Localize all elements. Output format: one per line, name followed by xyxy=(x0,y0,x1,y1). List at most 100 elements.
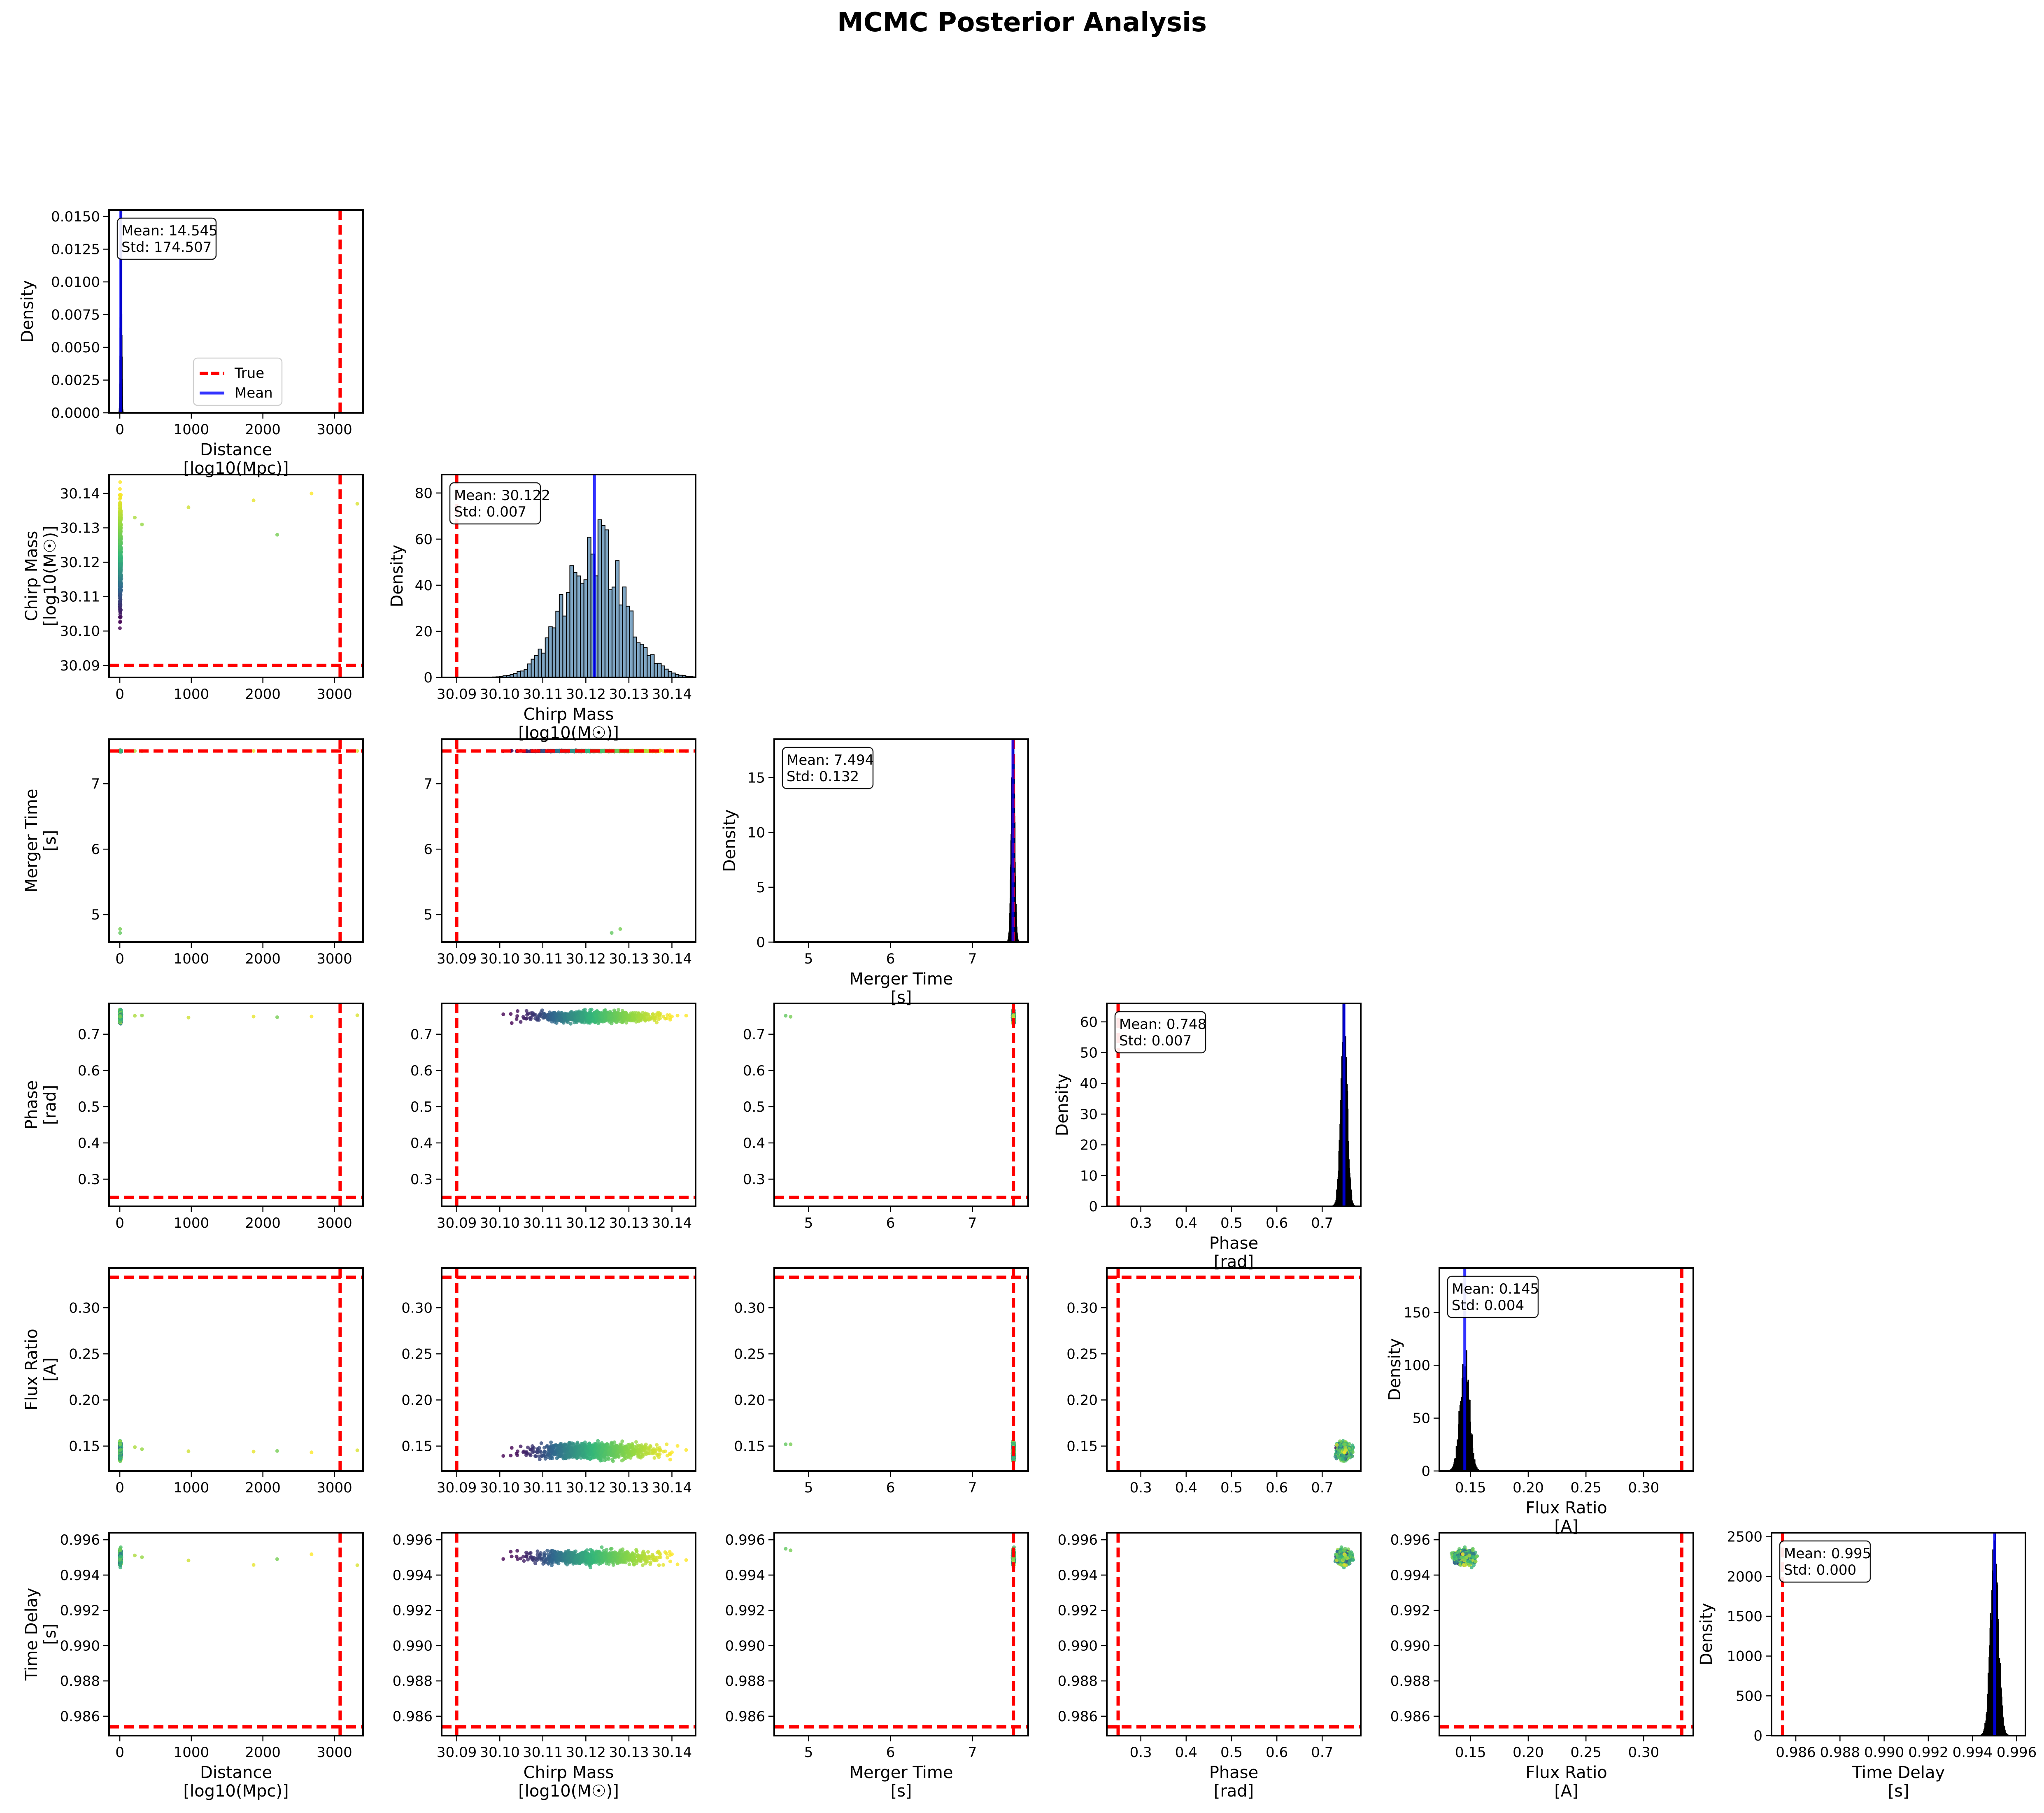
hist-bar xyxy=(636,642,641,677)
scatter-panel-3-2: 0.30.40.50.60.75 6 7 xyxy=(743,1003,1029,1231)
scatter-point xyxy=(675,749,680,753)
scatter-point xyxy=(657,1013,661,1017)
scatter-point xyxy=(610,1014,614,1018)
x-tick-label: 2000 xyxy=(245,1215,281,1231)
scatter-point xyxy=(591,1017,595,1022)
hist-bar xyxy=(640,644,644,677)
scatter-point xyxy=(118,603,122,607)
hist-bar xyxy=(573,572,577,677)
scatter-point xyxy=(580,1011,584,1015)
y-tick-label: 5 xyxy=(424,907,433,923)
panel-body xyxy=(109,475,363,677)
panel-body xyxy=(1007,739,1020,942)
scatter-point xyxy=(118,599,122,603)
scatter-point xyxy=(118,521,122,526)
panel-body xyxy=(442,739,696,942)
x-tick-label: 3000 xyxy=(317,421,352,438)
hist-bar xyxy=(619,604,623,677)
hist-bar xyxy=(566,592,570,677)
panel-body xyxy=(442,1003,696,1206)
hist-bar xyxy=(601,525,605,677)
x-tick-label: 30.09 xyxy=(437,686,477,703)
x-tick-label: 30.11 xyxy=(523,1215,563,1231)
hist-bar xyxy=(664,668,669,677)
y-tick-label: 7 xyxy=(424,776,433,792)
scatter-point xyxy=(355,1013,359,1017)
scatter-point xyxy=(658,1017,662,1021)
scatter-point xyxy=(670,1015,674,1019)
scatter-point xyxy=(501,1012,505,1016)
scatter-point xyxy=(601,1015,605,1019)
scatter-point xyxy=(186,505,191,509)
x-tick-label: 30.12 xyxy=(566,1215,606,1231)
figure-title: MCMC Posterior Analysis xyxy=(837,7,1207,38)
x-tick-label: 0 xyxy=(115,951,124,967)
y-tick-label: 10 xyxy=(747,825,765,841)
scatter-point xyxy=(596,1010,600,1015)
x-tick-label: 1000 xyxy=(174,686,210,703)
scatter-point xyxy=(118,533,122,537)
y-axis-label: Chirp Mass xyxy=(22,531,41,621)
y-axis-label: Merger Time xyxy=(22,789,41,893)
x-tick-label: 30.11 xyxy=(523,686,563,703)
scatter-point xyxy=(119,572,123,576)
scatter-point xyxy=(531,1012,535,1016)
hist-bar xyxy=(626,605,630,677)
panel-frame xyxy=(441,474,696,678)
scatter-point xyxy=(525,749,529,753)
scatter-point xyxy=(624,1011,628,1015)
hist-bar xyxy=(615,560,620,677)
scatter-point xyxy=(603,1014,608,1018)
scatter-point xyxy=(251,1015,256,1019)
scatter-point xyxy=(594,1014,598,1018)
y-tick-label: 0.5 xyxy=(78,1099,100,1115)
scatter-point xyxy=(515,1014,519,1018)
y-tick-label: 0.3 xyxy=(410,1171,433,1188)
y-tick-label: 30.09 xyxy=(60,658,100,674)
scatter-point xyxy=(543,1014,547,1018)
hist-bar xyxy=(538,648,542,677)
y-tick-label: 0 xyxy=(756,934,765,951)
scatter-point xyxy=(648,1015,652,1019)
scatter-point xyxy=(631,1013,635,1017)
x-tick-label: 6 xyxy=(886,951,895,967)
scatter-point xyxy=(535,1018,539,1022)
scatter-point xyxy=(118,512,122,517)
hist-bar xyxy=(541,652,546,677)
scatter-point xyxy=(140,1013,144,1017)
scatter-point xyxy=(118,610,122,614)
hist-bar xyxy=(552,627,556,677)
scatter-point xyxy=(133,749,137,753)
x-tick-label: 5 xyxy=(804,951,813,967)
y-tick-label: 40 xyxy=(415,577,433,594)
y-tick-label: 0.6 xyxy=(410,1063,433,1079)
y-tick-label: 0.5 xyxy=(410,1099,433,1115)
scatter-point xyxy=(118,567,122,571)
hist-bar xyxy=(562,615,567,677)
scatter-point xyxy=(310,491,314,496)
x-tick-label: 30.09 xyxy=(437,951,477,967)
hist-bar xyxy=(629,610,634,677)
y-tick-label: 0.4 xyxy=(410,1135,433,1152)
scatter-point xyxy=(118,586,122,590)
x-axis-label: Distance xyxy=(200,440,272,459)
stats-box xyxy=(116,217,217,260)
scatter-point xyxy=(631,1016,635,1020)
y-axis-unit: [rad] xyxy=(41,1085,60,1125)
hist-bar xyxy=(657,663,662,677)
stats-mean: Mean: 30.122 xyxy=(454,487,550,504)
scatter-point xyxy=(529,1016,533,1020)
x-tick-label: 7 xyxy=(968,951,977,967)
scatter-point xyxy=(626,1017,630,1022)
y-tick-label: 0.3 xyxy=(78,1171,100,1188)
y-tick-label: 0.0150 xyxy=(51,209,100,225)
hist-bar xyxy=(668,671,673,677)
stats-box xyxy=(782,747,874,789)
hist-bar xyxy=(587,537,591,677)
stats-mean: Mean: 14.545 xyxy=(121,223,218,239)
